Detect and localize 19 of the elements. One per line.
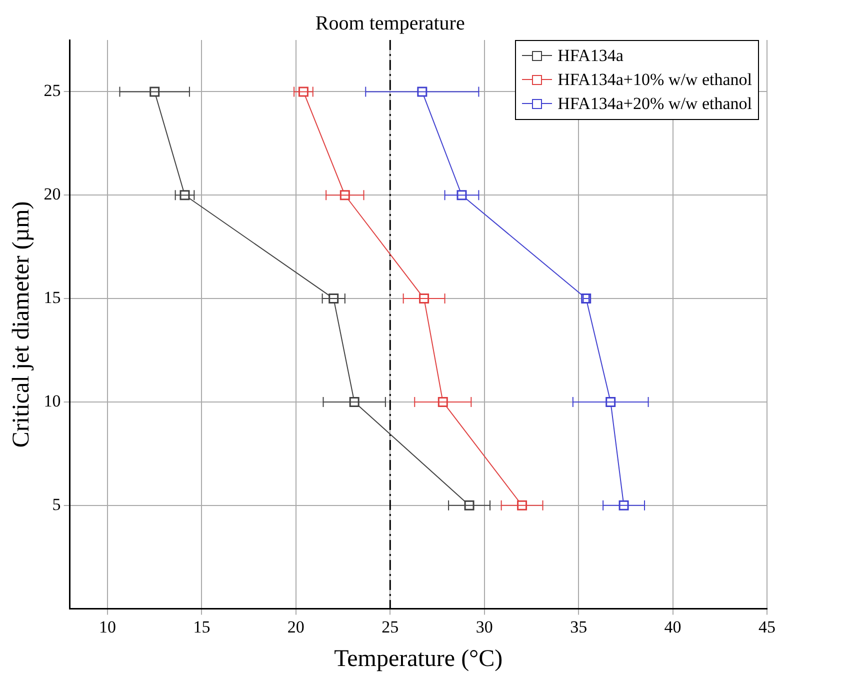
x-tick-label: 45 [758, 617, 776, 636]
legend-label: HFA134a [558, 45, 624, 67]
y-tick-label: 25 [44, 81, 61, 100]
x-tick-label: 15 [193, 617, 210, 636]
x-tick-label: 40 [664, 617, 682, 636]
legend-label: HFA134a+20% w/w ethanol [558, 93, 752, 115]
x-tick-label: 25 [382, 617, 399, 636]
x-axis-title: Temperature (°C) [334, 646, 503, 672]
ref-line-label: Room temperature [315, 12, 465, 34]
x-tick-label: 10 [98, 617, 116, 636]
y-tick-label: 5 [52, 494, 61, 514]
y-tick-label: 10 [44, 391, 61, 410]
x-tick-label: 35 [570, 617, 588, 636]
x-tick-label: 20 [287, 617, 304, 636]
y-tick-label: 20 [44, 184, 61, 204]
legend-label: HFA134a+10% w/w ethanol [558, 69, 752, 91]
x-tick-label: 30 [476, 617, 493, 636]
y-tick-label: 15 [44, 288, 61, 308]
y-axis-title: Critical jet diameter (µm) [8, 201, 35, 448]
